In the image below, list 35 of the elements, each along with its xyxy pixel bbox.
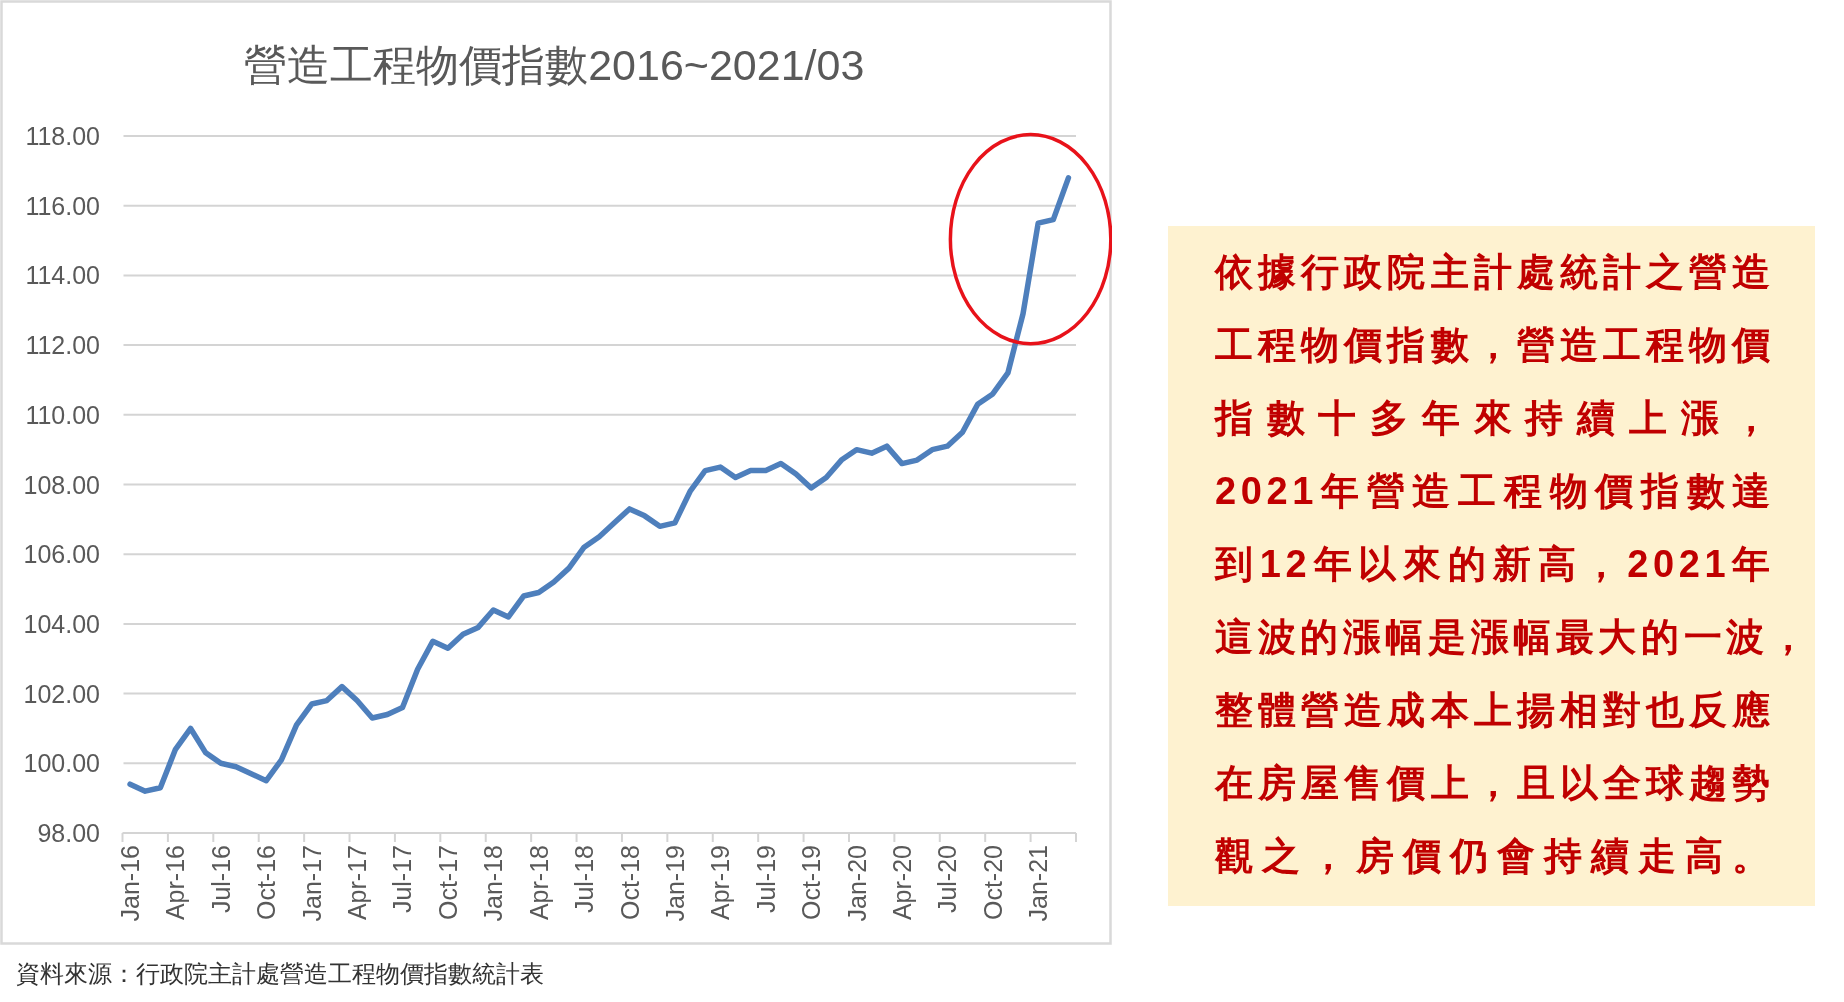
x-tick-label: Oct-19 — [797, 845, 826, 921]
x-tick-label: Oct-16 — [252, 845, 281, 921]
y-tick-label: 102.00 — [23, 679, 100, 708]
y-tick-label: 108.00 — [23, 470, 100, 499]
y-tick-label: 116.00 — [25, 191, 100, 220]
x-tick-label: Jul-20 — [933, 845, 962, 914]
note: 依據行政院主計處統計之營造工程物價指數，營造工程物價指數十多年來持續上漲，2021年營造工程物價指數達到12年以來的新高，2021年這波的漲幅是漲幅最大的一波，整體營造成本上揚相對也反應在房屋售價上，且以全球趨勢觀之，房價仍會持續走高。 — [1215, 250, 1813, 879]
y-tick-label: 98.00 — [37, 819, 100, 847]
y-tick-label: 114.00 — [25, 261, 100, 290]
x-tick-label: Jan-17 — [297, 845, 326, 922]
x-tick-label: Jul-19 — [751, 845, 780, 914]
y-tick-label: 118.00 — [25, 122, 100, 150]
x-tick-label: Jul-18 — [570, 845, 599, 914]
x-tick-label: Oct-20 — [978, 845, 1007, 921]
x-tick-label: Apr-17 — [343, 845, 372, 921]
y-tick-label: 112.00 — [25, 331, 100, 360]
x-tick-label: Jan-21 — [1024, 845, 1053, 922]
x-tick-label: Oct-17 — [433, 845, 462, 921]
title: 營造工程物價指數2016~2021/03 — [244, 41, 865, 89]
annotation: 資料來源：行政院主計處營造工程物價指數統計表 — [16, 960, 544, 987]
x-tick-label: Jul-17 — [388, 845, 417, 914]
x-tick-label: Jan-19 — [660, 845, 689, 922]
y-tick-label: 106.00 — [23, 540, 100, 569]
y-tick-label: 110.00 — [25, 400, 100, 429]
x-tick-label: Jan-20 — [842, 845, 871, 922]
x-tick-label: Jul-16 — [206, 845, 235, 914]
x-tick-label: Apr-18 — [524, 845, 553, 921]
x-tick-label: Apr-19 — [706, 845, 735, 921]
x-tick-label: Apr-16 — [161, 845, 190, 921]
x-tick-label: Jan-18 — [479, 845, 508, 922]
x-tick-label: Jan-16 — [116, 845, 145, 922]
x-tick-label: Oct-18 — [615, 845, 644, 921]
y-tick-label: 104.00 — [23, 609, 100, 638]
y-tick-label: 100.00 — [23, 749, 100, 778]
x-tick-label: Apr-20 — [887, 845, 916, 921]
